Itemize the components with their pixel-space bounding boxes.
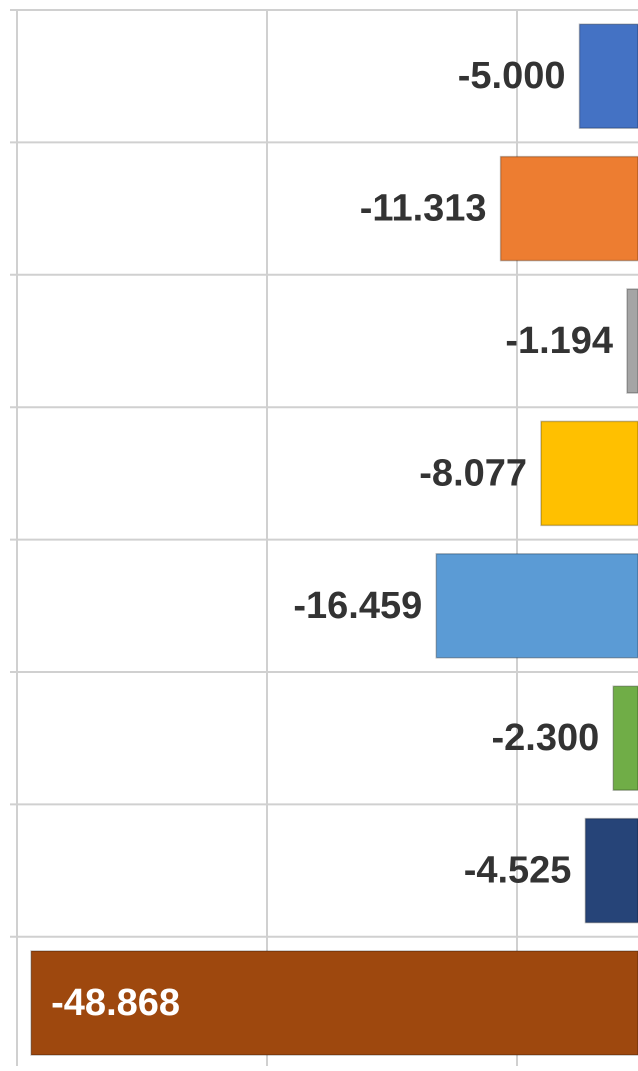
data-label: -1.194 (505, 320, 613, 362)
data-label: -8.077 (419, 452, 527, 494)
bar (580, 24, 638, 128)
bar (613, 686, 638, 790)
data-label: -2.300 (492, 717, 600, 759)
bar (627, 289, 638, 393)
data-label: -11.313 (360, 188, 487, 230)
data-label: -4.525 (464, 850, 572, 892)
bar (541, 421, 638, 525)
bar (436, 554, 638, 658)
bar (501, 157, 638, 261)
data-label: -48.868 (51, 982, 180, 1024)
data-label: -16.459 (293, 585, 422, 627)
data-label: -5.000 (458, 55, 566, 97)
bar (585, 819, 638, 923)
